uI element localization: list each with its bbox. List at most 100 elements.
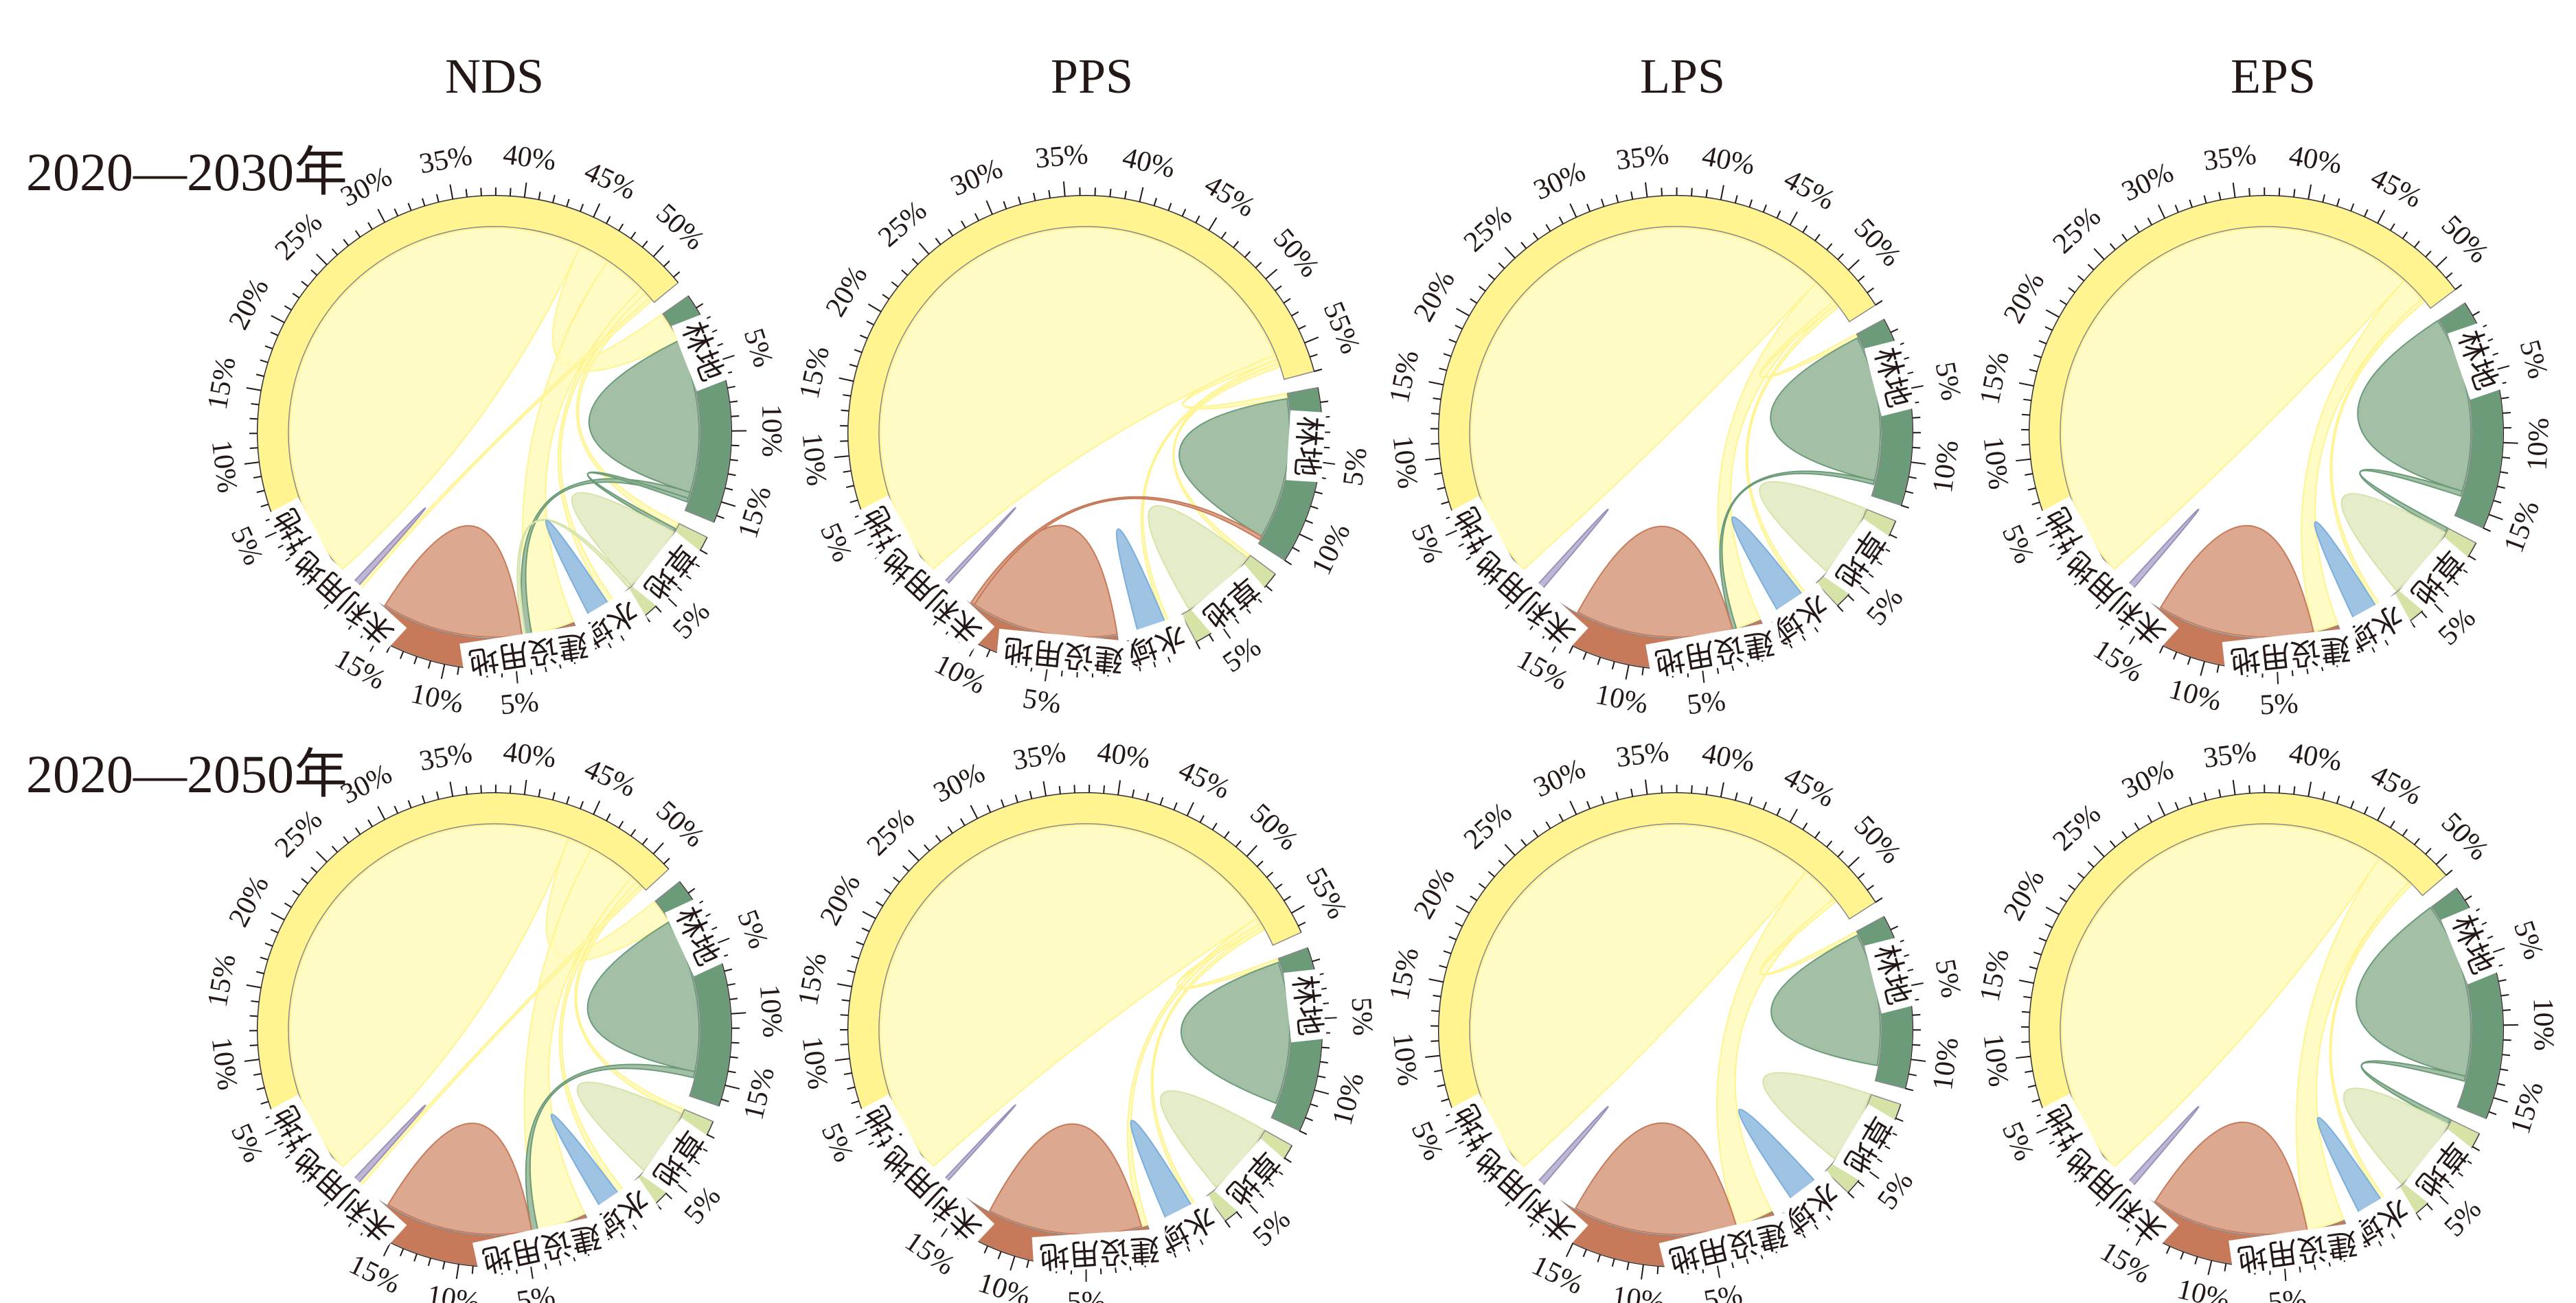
tick xyxy=(1224,1220,1231,1228)
tick xyxy=(727,385,736,389)
tick xyxy=(2498,979,2507,982)
tick xyxy=(1062,181,1066,197)
tick xyxy=(260,956,269,960)
tick-label: 10% xyxy=(753,984,788,1039)
tick-label: 10% xyxy=(2174,1273,2233,1303)
tick xyxy=(729,400,738,403)
tick xyxy=(1433,397,1441,400)
tick xyxy=(579,203,584,212)
tick xyxy=(1428,978,1444,983)
tick xyxy=(1456,308,1470,317)
tick xyxy=(641,838,648,846)
chord-cropland-to-forest xyxy=(1176,923,1279,990)
tick xyxy=(1734,195,1738,204)
tick xyxy=(1029,790,1033,800)
tick xyxy=(1814,831,1821,839)
column-title-eps: EPS xyxy=(2230,49,2316,104)
tick xyxy=(1310,505,1319,509)
tick xyxy=(851,1100,860,1105)
tick-label: 35% xyxy=(1615,139,1671,176)
tick xyxy=(244,1059,260,1062)
tick xyxy=(1900,505,1909,509)
tick xyxy=(2059,897,2068,903)
tick xyxy=(260,359,269,363)
tick-label: 5% xyxy=(1996,520,2040,568)
tick xyxy=(2045,309,2060,319)
tick-label: 30% xyxy=(336,758,398,810)
tick xyxy=(1504,246,1516,259)
tick-label: 15% xyxy=(202,952,242,1009)
tick xyxy=(1705,786,1708,796)
tick xyxy=(455,1263,460,1279)
tick xyxy=(851,955,860,960)
tick xyxy=(2472,311,2481,316)
chord-cropland-to-cropland xyxy=(289,825,570,1168)
tick-label: 5% xyxy=(1337,446,1374,487)
tick xyxy=(509,187,512,196)
tick xyxy=(2068,287,2076,293)
tick-label: 5% xyxy=(2507,916,2550,963)
tick-label: 10% xyxy=(205,1036,243,1092)
tick xyxy=(2413,838,2420,846)
tick xyxy=(377,806,386,820)
tick-label: 30% xyxy=(2117,157,2178,208)
svg-text:林地: 林地 xyxy=(1289,415,1326,478)
tick xyxy=(1532,232,1539,240)
tick-label: 10% xyxy=(2522,417,2555,471)
tick xyxy=(1265,268,1278,280)
tick xyxy=(2134,822,2140,831)
tick-label: 10% xyxy=(1593,679,1651,720)
tick xyxy=(1159,797,1164,806)
tick xyxy=(1010,1256,1016,1271)
tick xyxy=(1018,196,1022,205)
tick xyxy=(834,1058,850,1061)
tick xyxy=(1211,822,1218,831)
tick xyxy=(862,910,876,919)
tick xyxy=(1320,400,1329,404)
tick xyxy=(1908,1073,1917,1076)
tick-label: 10% xyxy=(2527,998,2560,1051)
tick xyxy=(2016,1055,2031,1059)
tick xyxy=(1630,191,1634,200)
tick-label: 10% xyxy=(1327,1070,1371,1129)
tick xyxy=(2426,1203,2433,1211)
tick xyxy=(2446,272,2453,279)
tick xyxy=(947,229,954,237)
tick xyxy=(2421,611,2428,619)
tick-label: 5% xyxy=(1345,997,1379,1037)
tick xyxy=(1586,203,1591,212)
tick xyxy=(2174,802,2179,810)
tick-label: 25% xyxy=(1458,199,1518,258)
tick-label: 30% xyxy=(1529,156,1590,207)
tick xyxy=(2077,872,2085,879)
tick xyxy=(1582,1249,1587,1258)
tick-label: 5% xyxy=(678,1181,727,1230)
tick xyxy=(727,473,736,476)
chord-construction-to-construction xyxy=(387,1122,533,1235)
tick xyxy=(843,394,852,397)
tick xyxy=(720,501,736,507)
tick xyxy=(1814,233,1821,242)
tick xyxy=(2038,340,2047,345)
tick xyxy=(2194,1256,2198,1265)
tick xyxy=(449,184,454,200)
tick xyxy=(1734,792,1738,801)
tick xyxy=(1867,287,1874,294)
tick xyxy=(843,470,852,473)
tick xyxy=(672,271,681,278)
tick xyxy=(1290,311,1299,317)
tick xyxy=(465,786,468,795)
tick-label: 10% xyxy=(1927,439,1965,495)
tick xyxy=(1705,189,1708,198)
tick xyxy=(407,203,412,211)
tick xyxy=(1431,443,1439,445)
tick xyxy=(253,1072,262,1076)
tick xyxy=(2189,199,2193,208)
tick xyxy=(1582,652,1587,660)
sector-label-construction: 建设用地 xyxy=(996,628,1132,677)
tick xyxy=(2502,457,2511,459)
tick xyxy=(471,1265,474,1274)
tick xyxy=(2033,354,2042,358)
chord-construction-to-construction xyxy=(1574,1122,1737,1235)
tick-label: 5% xyxy=(1702,1279,1745,1303)
